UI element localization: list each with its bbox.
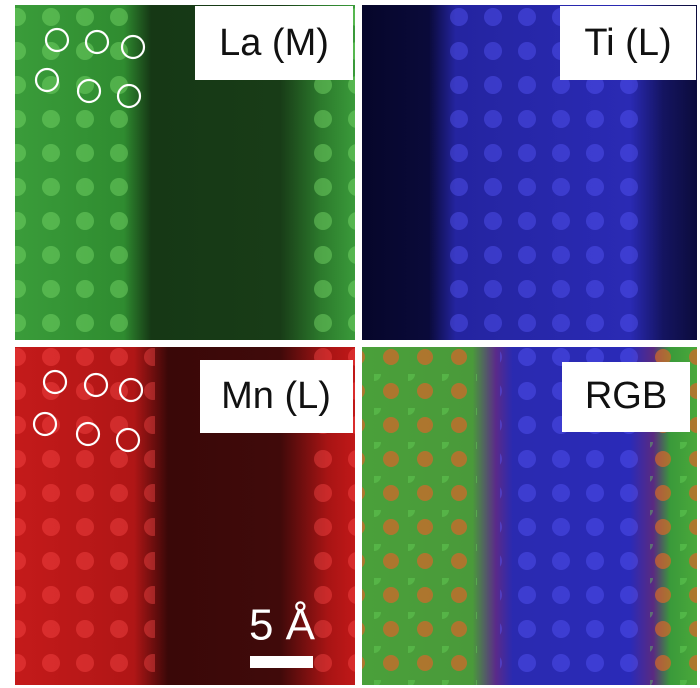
panel-label: La (M) xyxy=(219,22,329,64)
panel-rgb: RGB xyxy=(362,347,697,685)
scale-label: 5 Å xyxy=(249,601,316,650)
panel-ti: Ti (L) xyxy=(362,5,697,340)
panel-label: Mn (L) xyxy=(221,375,331,417)
panel-mn: Mn (L) 5 Å xyxy=(15,347,355,685)
scale-bar xyxy=(250,656,313,668)
atom-columns xyxy=(15,5,135,340)
figure: La (M) Ti (L) Mn (L) 5 Å RGB xyxy=(0,0,700,688)
atom-columns xyxy=(15,347,155,685)
atom-columns xyxy=(362,347,477,685)
panel-label: Ti (L) xyxy=(584,22,671,64)
panel-label: RGB xyxy=(585,375,667,417)
panel-la: La (M) xyxy=(15,5,355,340)
